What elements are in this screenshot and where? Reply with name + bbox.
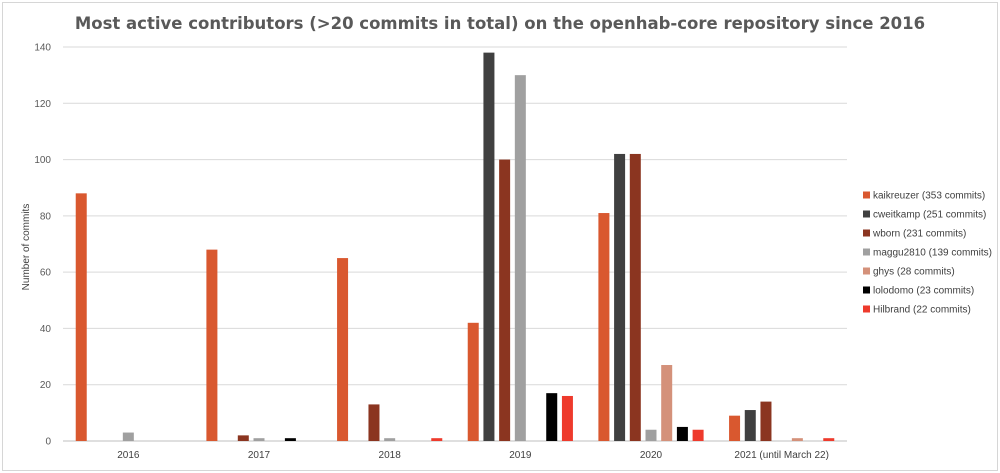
legend-entry: ghys (28 commits)	[873, 267, 955, 278]
bar	[499, 159, 511, 442]
bar	[598, 213, 610, 441]
bar	[692, 429, 704, 441]
bar	[661, 365, 673, 441]
y-tick-label: 140	[34, 43, 51, 54]
legend-swatch	[863, 286, 870, 294]
bar	[384, 438, 396, 441]
bars	[75, 52, 835, 442]
y-axis-ticks: 0 20 40 60 80 100 120 140	[34, 43, 51, 448]
bar	[253, 438, 265, 441]
legend-entry: maggu2810 (139 commits)	[873, 248, 992, 259]
x-axis-categories: 2016 2017 2018 2019 2020 2021 (until March 22…	[117, 450, 829, 461]
x-category-label: 2020	[640, 450, 663, 461]
y-tick-label: 40	[40, 324, 52, 335]
bar	[760, 401, 772, 441]
bar	[467, 322, 479, 441]
legend: kaikreuzer (353 commits) cweitkamp (251 c…	[863, 191, 992, 316]
bar	[791, 438, 803, 441]
bar	[645, 429, 657, 441]
y-tick-label: 0	[45, 437, 51, 448]
x-category-label: 2018	[379, 450, 402, 461]
y-tick-label: 120	[34, 99, 51, 110]
bar	[122, 432, 134, 441]
bar	[546, 393, 558, 441]
bar	[676, 426, 688, 441]
legend-swatch	[863, 248, 870, 256]
bar-chart: Most active contributors (>20 commits in…	[21, 14, 992, 461]
bar	[629, 153, 641, 441]
legend-entry: Hilbrand (22 commits)	[873, 305, 971, 316]
bar	[823, 438, 835, 441]
y-tick-label: 80	[40, 211, 52, 222]
legend-entry: kaikreuzer (353 commits)	[873, 191, 985, 202]
bar	[431, 438, 443, 441]
bar	[614, 153, 626, 441]
bar	[284, 438, 296, 441]
y-tick-label: 60	[40, 268, 52, 279]
legend-swatch	[863, 229, 870, 237]
y-axis-label: Number of commits	[21, 204, 32, 291]
bar	[561, 395, 573, 441]
bar	[337, 258, 349, 441]
y-tick-label: 20	[40, 380, 52, 391]
bar	[744, 410, 756, 441]
x-category-label: 2021 (until March 22)	[734, 450, 829, 461]
legend-swatch	[863, 267, 870, 275]
y-tick-label: 100	[34, 155, 51, 166]
x-category-label: 2019	[509, 450, 532, 461]
bar	[514, 75, 526, 442]
legend-swatch	[863, 191, 870, 199]
legend-entry: cweitkamp (251 commits)	[873, 210, 986, 221]
bar	[206, 249, 218, 441]
bar	[729, 415, 741, 441]
chart-title: Most active contributors (>20 commits in…	[75, 14, 925, 33]
bar	[75, 193, 87, 441]
bar	[483, 52, 495, 441]
x-category-label: 2016	[117, 450, 140, 461]
bar	[368, 404, 380, 441]
bar	[237, 435, 249, 441]
gridlines	[63, 46, 847, 442]
legend-swatch	[863, 210, 870, 218]
legend-entry: lolodomo (23 commits)	[873, 286, 974, 297]
legend-entry: wborn (231 commits)	[872, 229, 966, 240]
legend-swatch	[863, 305, 870, 313]
x-category-label: 2017	[248, 450, 271, 461]
